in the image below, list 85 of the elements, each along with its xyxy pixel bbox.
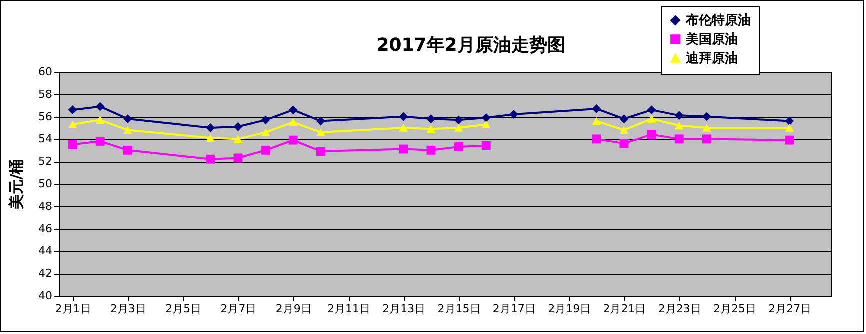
point	[399, 124, 408, 132]
point	[206, 134, 216, 142]
point	[592, 117, 602, 126]
point	[592, 104, 602, 114]
point	[426, 114, 436, 124]
point	[647, 106, 656, 115]
point	[592, 134, 602, 144]
x-tick-label: 2月7日	[220, 302, 257, 316]
point	[482, 141, 491, 150]
point	[702, 134, 712, 144]
point	[399, 112, 408, 122]
point	[234, 122, 243, 132]
legend-label: 布伦特原油	[685, 14, 751, 28]
point	[454, 142, 464, 152]
point	[399, 144, 408, 154]
x-tick-label: 2月25日	[714, 302, 756, 316]
point	[288, 106, 298, 115]
point	[123, 126, 132, 134]
point	[123, 146, 132, 155]
point	[261, 146, 270, 155]
x-tick-label: 2月3日	[110, 302, 146, 316]
point	[674, 122, 684, 130]
x-tick-label: 2月15日	[438, 302, 481, 316]
point	[509, 110, 518, 120]
x-tick-label: 2月17日	[492, 302, 536, 316]
legend-label: 美国原油	[685, 32, 738, 48]
y-tick-label: 54	[38, 132, 52, 146]
point	[620, 126, 629, 134]
y-tick-label: 56	[38, 110, 52, 124]
y-tick-label: 58	[38, 88, 52, 101]
point	[785, 124, 794, 132]
y-tick-label: 50	[38, 178, 52, 190]
point	[454, 124, 464, 132]
y-tick-label: 44	[38, 244, 52, 258]
point	[68, 106, 78, 115]
x-tick-label: 2月13日	[382, 302, 426, 316]
point	[482, 120, 491, 129]
point	[702, 124, 712, 132]
y-tick-label: 52	[38, 155, 52, 168]
x-tick-label: 2月9日	[276, 302, 312, 316]
point	[96, 102, 105, 112]
chart-title: 2017年2月原油走势图	[376, 35, 566, 56]
point	[482, 113, 491, 122]
point	[426, 146, 436, 155]
x-tick-label: 2月23日	[658, 302, 702, 316]
point	[96, 136, 105, 146]
point	[234, 135, 243, 144]
point	[288, 118, 298, 126]
point	[316, 128, 326, 136]
point	[426, 125, 436, 133]
point	[785, 116, 794, 126]
point	[288, 136, 298, 145]
point	[316, 147, 326, 156]
x-tick-label: 2月1日	[55, 302, 92, 316]
point	[96, 116, 105, 124]
legend-label: 迪拜原油	[685, 52, 738, 66]
y-tick-label: 40	[38, 290, 52, 302]
y-tick-label: 46	[38, 222, 52, 236]
x-tick-label: 2月21日	[603, 302, 646, 316]
x-tick-label: 2月5日	[166, 302, 202, 316]
y-axis-title: 美元/桶	[8, 159, 26, 211]
y-tick-label: 42	[38, 267, 52, 280]
point	[674, 134, 684, 144]
point	[647, 115, 656, 123]
point	[261, 128, 270, 136]
point	[647, 130, 656, 140]
x-tick-label: 2月11日	[328, 302, 370, 316]
y-tick-label: 60	[38, 66, 52, 78]
y-tick-label: 48	[38, 200, 52, 213]
point	[261, 116, 270, 125]
point	[234, 154, 243, 163]
point	[123, 114, 132, 124]
point	[454, 116, 464, 125]
point	[316, 116, 326, 126]
x-tick-label: 2月27日	[768, 302, 812, 316]
point	[674, 111, 684, 120]
point	[702, 112, 712, 122]
point	[785, 136, 794, 145]
point	[68, 140, 78, 150]
x-tick-label: 2月19日	[548, 302, 592, 316]
point	[620, 139, 629, 148]
point	[68, 120, 78, 129]
point	[206, 154, 216, 164]
point	[620, 114, 629, 124]
point	[206, 124, 216, 132]
